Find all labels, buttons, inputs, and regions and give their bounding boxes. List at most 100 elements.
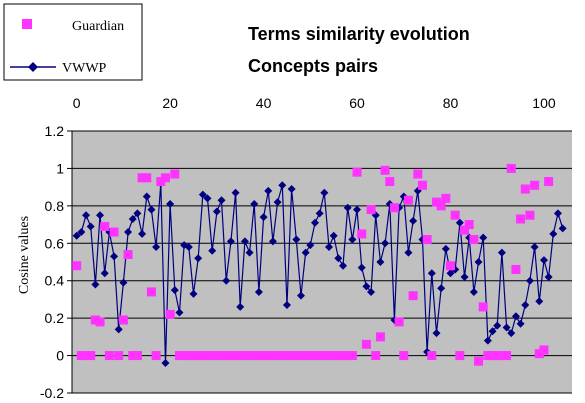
point-guardian xyxy=(273,351,283,361)
point-vwwp xyxy=(194,254,203,263)
point-guardian xyxy=(446,261,456,271)
point-guardian xyxy=(361,339,371,349)
point-guardian xyxy=(226,351,236,361)
point-guardian xyxy=(235,351,245,361)
point-guardian xyxy=(259,351,269,361)
point-vwwp xyxy=(282,301,291,310)
point-guardian xyxy=(114,351,124,361)
point-vwwp xyxy=(128,214,137,223)
point-vwwp xyxy=(212,207,221,216)
point-vwwp xyxy=(320,188,329,197)
point-vwwp xyxy=(231,188,240,197)
x-tick-label: 60 xyxy=(349,95,365,111)
point-vwwp xyxy=(72,231,81,240)
y-tick-label: 0.8 xyxy=(45,198,65,214)
point-guardian xyxy=(165,309,175,319)
point-vwwp xyxy=(138,229,147,238)
point-vwwp xyxy=(404,248,413,257)
point-vwwp xyxy=(427,269,436,278)
axes: 1.2 1 0.8 0.6 0.4 0.2 0 -0.2 0 20 40 60 80 100 xyxy=(40,95,556,401)
point-vwwp xyxy=(301,248,310,257)
point-guardian xyxy=(408,291,418,301)
point-vwwp xyxy=(226,237,235,246)
point-guardian xyxy=(86,351,96,361)
point-guardian xyxy=(184,351,194,361)
point-vwwp xyxy=(124,228,133,237)
point-guardian xyxy=(366,205,376,215)
point-vwwp xyxy=(409,216,418,225)
point-vwwp xyxy=(264,186,273,195)
point-vwwp xyxy=(437,284,446,293)
point-vwwp xyxy=(208,246,217,255)
point-vwwp xyxy=(460,272,469,281)
point-vwwp xyxy=(334,254,343,263)
point-guardian xyxy=(441,193,451,203)
point-vwwp xyxy=(170,286,179,295)
point-guardian xyxy=(287,351,297,361)
point-vwwp xyxy=(166,199,175,208)
point-guardian xyxy=(245,351,255,361)
point-guardian xyxy=(464,220,474,230)
y-tick-label: 0.6 xyxy=(45,235,65,251)
point-guardian xyxy=(343,351,353,361)
point-vwwp xyxy=(544,272,553,281)
point-vwwp xyxy=(119,278,128,287)
chart-title: Terms similarity evolution xyxy=(248,24,470,44)
point-guardian xyxy=(90,315,100,325)
point-vwwp xyxy=(315,209,324,218)
legend: Guardian VWWP xyxy=(3,3,143,81)
y-axis-label: Cosine values xyxy=(17,216,32,294)
point-guardian xyxy=(417,180,427,190)
y-tick-label: 0 xyxy=(56,348,64,364)
point-vwwp xyxy=(511,312,520,321)
point-guardian xyxy=(100,221,110,231)
point-guardian xyxy=(478,302,488,312)
point-guardian xyxy=(296,351,306,361)
point-guardian xyxy=(301,351,311,361)
point-guardian xyxy=(427,351,437,361)
point-guardian xyxy=(544,177,554,187)
point-guardian xyxy=(502,351,512,361)
point-guardian xyxy=(221,351,231,361)
point-vwwp xyxy=(455,218,464,227)
point-guardian xyxy=(530,180,540,190)
point-vwwp xyxy=(539,256,548,265)
y-tick-label: 0.4 xyxy=(45,273,65,289)
point-vwwp xyxy=(497,248,506,257)
point-vwwp xyxy=(535,297,544,306)
point-guardian xyxy=(268,351,278,361)
point-vwwp xyxy=(161,359,170,368)
point-guardian xyxy=(277,351,287,361)
point-vwwp xyxy=(268,237,277,246)
point-vwwp xyxy=(110,252,119,261)
point-vwwp xyxy=(353,205,362,214)
point-guardian xyxy=(520,184,530,194)
point-guardian xyxy=(492,351,502,361)
point-guardian xyxy=(450,210,460,220)
point-guardian xyxy=(474,356,484,366)
point-vwwp xyxy=(469,287,478,296)
point-vwwp xyxy=(222,276,231,285)
point-guardian xyxy=(324,351,334,361)
point-vwwp xyxy=(287,185,296,194)
y-tick-label: 0.2 xyxy=(45,310,65,326)
point-vwwp xyxy=(493,321,502,330)
point-vwwp xyxy=(254,287,263,296)
point-guardian xyxy=(511,264,521,274)
y-tick-label: 1 xyxy=(56,160,64,176)
point-guardian xyxy=(76,351,86,361)
point-guardian xyxy=(371,351,381,361)
point-guardian xyxy=(193,351,203,361)
point-guardian xyxy=(123,250,133,260)
chart-subtitle: Concepts pairs xyxy=(248,56,378,76)
point-guardian xyxy=(352,167,362,177)
point-guardian xyxy=(338,351,348,361)
point-vwwp xyxy=(530,243,539,252)
y-tick-label: 1.2 xyxy=(45,123,65,139)
point-guardian xyxy=(534,349,544,359)
point-guardian xyxy=(431,197,441,207)
point-vwwp xyxy=(296,291,305,300)
point-vwwp xyxy=(142,192,151,201)
point-guardian xyxy=(212,351,222,361)
point-guardian xyxy=(310,351,320,361)
